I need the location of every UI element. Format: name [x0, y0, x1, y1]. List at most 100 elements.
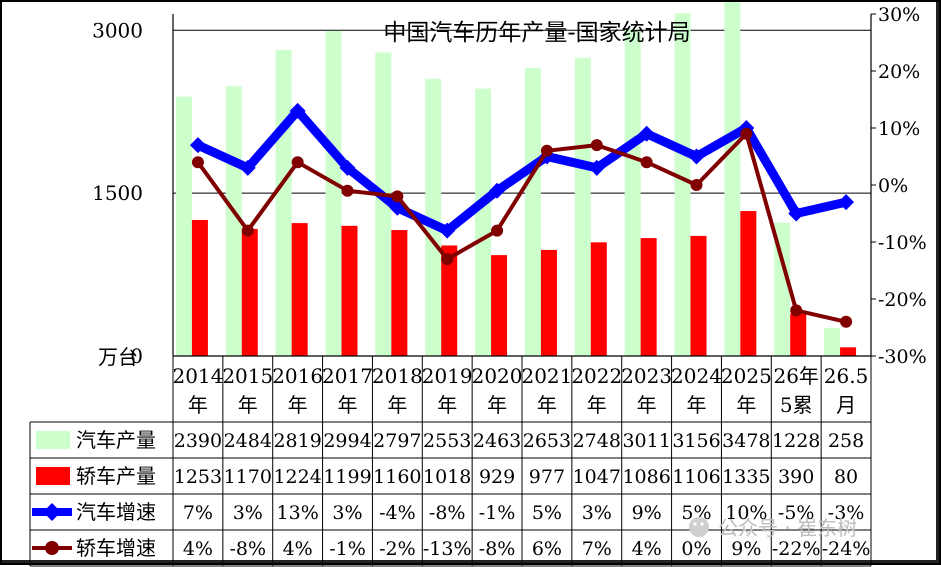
bar-轿车产量: [291, 223, 308, 356]
data-label: 1047: [573, 466, 621, 488]
point-轿车增速: [341, 184, 354, 197]
point-汽车增速: [189, 137, 206, 154]
bar-轿车产量: [590, 242, 607, 356]
category-label: 2021: [521, 364, 572, 388]
category-label: 2022: [571, 364, 622, 388]
data-label: 2463: [473, 430, 521, 452]
y-axis-label: 万台: [98, 345, 138, 369]
data-label: 3156: [672, 430, 720, 452]
point-汽车增速: [788, 205, 805, 222]
point-轿车增速: [740, 127, 753, 140]
bar-汽车产量: [524, 67, 541, 357]
data-label: 3011: [622, 430, 670, 452]
data-label: 5%: [532, 502, 562, 524]
bar-汽车产量: [824, 327, 841, 356]
y-tick-label: 0: [130, 344, 143, 368]
legend-label: 轿车产量: [76, 464, 156, 488]
bar-轿车产量: [640, 238, 657, 356]
point-轿车增速: [491, 224, 504, 237]
data-label: 3%: [582, 502, 612, 524]
data-label: 977: [529, 466, 565, 488]
bar-汽车产量: [724, 2, 741, 356]
data-label: 1228: [772, 430, 820, 452]
bar-汽车产量: [375, 52, 392, 356]
data-label: 2653: [523, 430, 571, 452]
category-label: 年: [587, 393, 607, 417]
bar-汽车产量: [325, 30, 342, 357]
category-label: 2024: [671, 364, 722, 388]
point-汽车增速: [239, 159, 256, 176]
data-label: -22%: [772, 538, 821, 560]
data-label: 1160: [373, 466, 421, 488]
bar-轿车产量: [341, 225, 358, 356]
category-label: 26年: [773, 364, 818, 388]
data-label: 9%: [731, 538, 761, 560]
data-label: -8%: [479, 538, 516, 560]
bar-轿车产量: [840, 347, 857, 356]
data-label: 7%: [582, 538, 612, 560]
point-轿车增速: [191, 156, 204, 169]
y2-tick-label: 10%: [878, 118, 920, 140]
category-label: 2018: [372, 364, 423, 388]
category-label: 5累: [780, 393, 813, 417]
point-轿车增速: [391, 190, 404, 203]
category-label: 2014: [172, 364, 223, 388]
bar-轿车产量: [491, 255, 508, 356]
data-label: 3478: [722, 430, 770, 452]
point-轿车增速: [540, 144, 553, 157]
data-label: 390: [778, 466, 814, 488]
data-label: 3%: [233, 502, 263, 524]
line-汽车增速: [196, 106, 848, 236]
category-label: 2015: [222, 364, 273, 388]
data-label: -4%: [379, 502, 416, 524]
bar-汽车产量: [624, 29, 641, 356]
data-label: -2%: [379, 538, 416, 560]
data-label: 2797: [373, 430, 421, 452]
point-汽车增速: [638, 125, 655, 142]
category-label: 26.5: [824, 364, 869, 388]
wechat-icon: [689, 517, 709, 537]
category-label: 年: [487, 393, 507, 417]
category-label: 2023: [621, 364, 672, 388]
bar-汽车产量: [574, 57, 591, 356]
legend-key-轿车增速: [45, 541, 59, 555]
data-label: 2390: [174, 430, 222, 452]
bar-汽车产量: [175, 96, 192, 356]
data-label: -3%: [828, 502, 865, 524]
category-label: 年: [687, 393, 707, 417]
data-label: -1%: [329, 538, 366, 560]
bar-汽车产量: [475, 88, 492, 357]
point-轿车增速: [241, 224, 254, 237]
point-汽车增速: [439, 222, 456, 239]
data-label: -8%: [230, 538, 267, 560]
point-轿车增速: [690, 179, 703, 191]
bar-轿车产量: [441, 245, 458, 356]
data-label: 13%: [277, 502, 319, 524]
category-label: 2025: [721, 364, 772, 388]
legend-label: 汽车增速: [76, 500, 156, 524]
data-label: 2819: [273, 430, 321, 452]
bar-汽车产量: [774, 222, 791, 356]
y-tick-label: 3000: [92, 18, 143, 42]
bar-轿车产量: [540, 249, 557, 356]
data-label: 1224: [273, 466, 321, 488]
data-label: 258: [828, 430, 864, 452]
category-label: 年: [637, 393, 657, 417]
data-label: 1253: [174, 466, 222, 488]
data-label: -24%: [822, 538, 871, 560]
bar-汽车产量: [225, 86, 242, 357]
data-label: 1170: [224, 466, 272, 488]
data-label: 1199: [323, 466, 371, 488]
category-label: 月: [836, 393, 856, 417]
category-label: 年: [338, 393, 358, 417]
category-label: 2016: [272, 364, 323, 388]
bar-轿车产量: [391, 230, 408, 356]
data-label: 6%: [532, 538, 562, 560]
data-label: 2553: [423, 430, 471, 452]
legend-key-轿车产量: [36, 467, 70, 485]
point-轿车增速: [840, 315, 853, 328]
data-label: 1335: [722, 466, 770, 488]
y2-tick-label: -20%: [878, 289, 927, 311]
point-汽车增速: [688, 148, 705, 165]
